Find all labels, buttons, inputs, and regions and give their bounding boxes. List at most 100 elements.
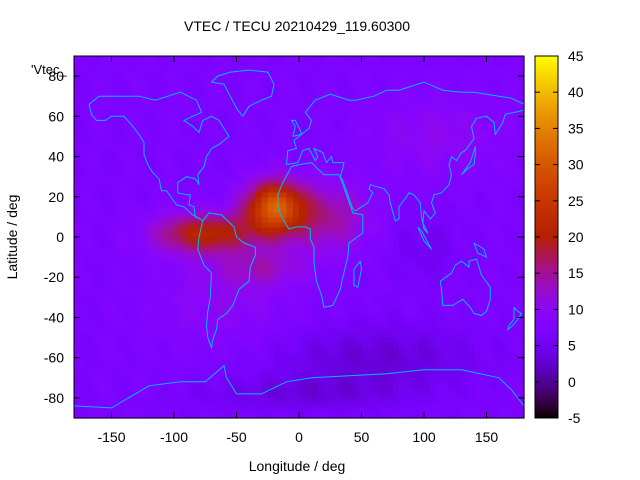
heatmap-cell (517, 242, 525, 248)
heatmap-cell (267, 186, 275, 193)
heatmap-cell (74, 151, 81, 158)
heatmap-cell (255, 407, 263, 414)
heatmap-cell (467, 141, 475, 148)
heatmap-cell (367, 101, 375, 107)
heatmap-cell (474, 161, 481, 168)
heatmap-cell (92, 282, 100, 288)
heatmap-cell (399, 262, 406, 268)
heatmap-cell (249, 211, 256, 218)
heatmap-cell (230, 116, 238, 122)
heatmap-cell (330, 317, 338, 324)
heatmap-cell (249, 151, 256, 158)
heatmap-cell (86, 141, 94, 148)
heatmap-cell (355, 176, 363, 183)
heatmap-cell (186, 387, 194, 394)
heatmap-cell (99, 292, 106, 298)
heatmap-cell (492, 337, 500, 344)
heatmap-cell (442, 317, 450, 324)
heatmap-cell (305, 282, 313, 288)
heatmap-cell (186, 106, 194, 112)
heatmap-cell (355, 277, 363, 283)
heatmap-cell (430, 131, 438, 138)
heatmap-cell (417, 332, 425, 339)
heatmap-cell (111, 126, 119, 133)
heatmap-cell (324, 116, 331, 122)
heatmap-cell (361, 347, 369, 354)
heatmap-cell (330, 237, 338, 243)
heatmap-cell (130, 262, 138, 268)
heatmap-cell (449, 272, 456, 278)
heatmap-cell (367, 297, 375, 303)
heatmap-cell (330, 242, 338, 248)
heatmap-cell (374, 166, 381, 173)
heatmap-cell (111, 221, 119, 228)
heatmap-cell (486, 247, 494, 253)
heatmap-cell (511, 221, 519, 228)
heatmap-cell (136, 257, 144, 263)
heatmap-cell (111, 277, 119, 283)
heatmap-cell (517, 126, 525, 133)
heatmap-cell (349, 146, 356, 153)
heatmap-cell (424, 216, 431, 223)
heatmap-cell (361, 171, 369, 178)
heatmap-cell (274, 101, 281, 107)
heatmap-cell (161, 322, 169, 329)
heatmap-cell (474, 101, 481, 107)
heatmap-cell (380, 242, 388, 248)
heatmap-cell (274, 282, 281, 288)
heatmap-cell (380, 176, 388, 183)
heatmap-cell (186, 372, 194, 379)
heatmap-cell (361, 136, 369, 143)
heatmap-cell (92, 191, 100, 198)
heatmap-cell (99, 392, 106, 399)
heatmap-cell (261, 191, 269, 198)
heatmap-cell (355, 226, 363, 233)
heatmap-cell (224, 111, 231, 117)
heatmap-cell (74, 397, 81, 404)
heatmap-cell (142, 257, 150, 263)
heatmap-cell (355, 252, 363, 258)
heatmap-cell (167, 71, 175, 77)
heatmap-cell (417, 176, 425, 183)
heatmap-cell (517, 216, 525, 223)
heatmap-cell (486, 86, 494, 92)
heatmap-cell (167, 166, 175, 173)
heatmap-cell (117, 196, 125, 203)
heatmap-cell (236, 322, 244, 329)
heatmap-cell (267, 402, 275, 409)
heatmap-cell (505, 412, 513, 419)
heatmap-cell (317, 141, 325, 148)
heatmap-cell (411, 141, 419, 148)
heatmap-cell (436, 196, 444, 203)
heatmap-cell (242, 282, 250, 288)
heatmap-cell (86, 131, 94, 138)
heatmap-cell (349, 322, 356, 329)
heatmap-cell (492, 226, 500, 233)
heatmap-cell (467, 342, 475, 349)
heatmap-cell (124, 221, 131, 228)
heatmap-cell (192, 412, 200, 419)
heatmap-cell (436, 382, 444, 389)
heatmap-cell (324, 111, 331, 117)
heatmap-cell (436, 116, 444, 122)
heatmap-cell (330, 121, 338, 127)
heatmap-cell (455, 216, 463, 223)
heatmap-cell (355, 357, 363, 364)
heatmap-cell (517, 292, 525, 298)
heatmap-cell (311, 126, 319, 133)
heatmap-cell (474, 312, 481, 319)
heatmap-cell (486, 302, 494, 308)
heatmap-cell (292, 71, 300, 77)
heatmap-cell (105, 161, 113, 168)
heatmap-cell (280, 201, 288, 208)
heatmap-cell (142, 397, 150, 404)
heatmap-cell (149, 287, 156, 293)
heatmap-cell (349, 387, 356, 394)
heatmap-cell (255, 372, 263, 379)
heatmap-cell (186, 257, 194, 263)
heatmap-cell (249, 201, 256, 208)
heatmap-cell (274, 362, 281, 369)
heatmap-cell (342, 166, 350, 173)
heatmap-cell (205, 216, 213, 223)
heatmap-cell (349, 186, 356, 193)
